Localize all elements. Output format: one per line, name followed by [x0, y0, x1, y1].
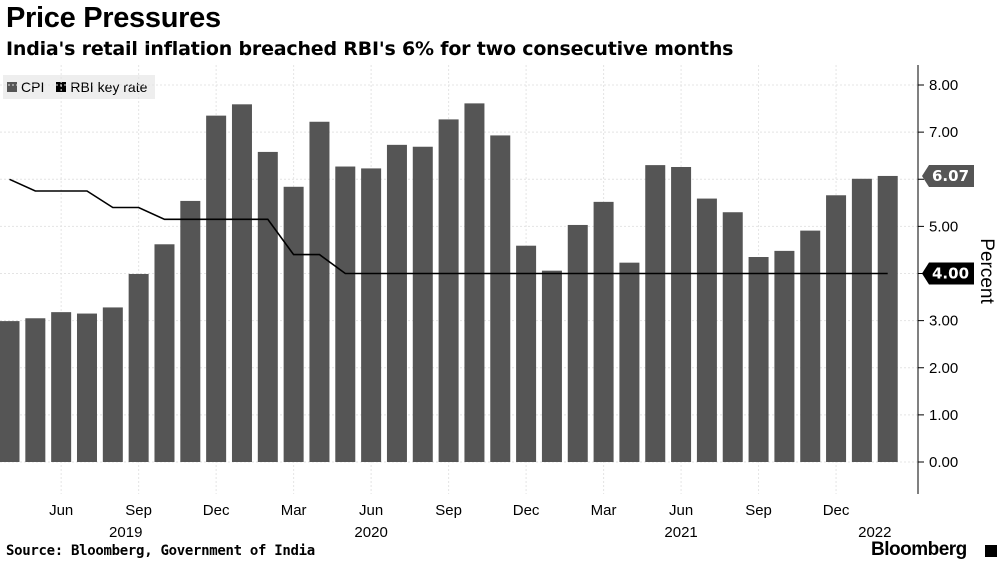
bar-cpi-9 — [231, 104, 252, 462]
bar-cpi-4 — [102, 307, 123, 462]
x-year-label-1: 2020 — [354, 524, 387, 541]
bar-cpi-28 — [722, 212, 743, 462]
bar-cpi-0 — [0, 321, 20, 462]
bar-cpi-17 — [438, 119, 459, 463]
legend-label-rbi-rate: RBI key rate — [70, 79, 148, 95]
x-tick-label-5: Sep — [435, 502, 462, 519]
x-tick-label-7: Mar — [591, 502, 617, 519]
bar-cpi-29 — [748, 257, 769, 462]
bar-cpi-14 — [361, 168, 382, 462]
value-tag-0 — [922, 164, 974, 187]
value-tag-label-1: 4.00 — [932, 265, 969, 283]
y-axis-title: Percent — [976, 238, 997, 304]
brand-logo: Bloomberg — [871, 539, 967, 560]
x-year-label-0: 2019 — [109, 524, 142, 541]
bar-cpi-21 — [541, 270, 562, 462]
bar-cpi-22 — [567, 224, 588, 462]
legend-swatch-cpi — [7, 82, 17, 92]
x-tick-label-8: Jun — [669, 502, 693, 519]
bar-cpi-6 — [154, 244, 175, 462]
brand-mark-icon — [985, 545, 997, 557]
bar-cpi-1 — [25, 318, 46, 462]
x-tick-label-3: Mar — [281, 502, 307, 519]
bar-layer — [0, 103, 898, 463]
bar-cpi-19 — [490, 135, 511, 462]
bar-cpi-10 — [257, 151, 278, 463]
bar-cpi-26 — [671, 166, 692, 462]
x-tick-label-0: Jun — [49, 502, 73, 519]
x-tick-label-6: Dec — [513, 502, 540, 519]
chart-title: Price Pressures — [6, 2, 221, 34]
bar-cpi-12 — [309, 121, 330, 462]
legend-label-cpi: CPI — [21, 79, 45, 95]
value-tag-1 — [922, 262, 974, 285]
bar-cpi-30 — [774, 250, 795, 462]
bar-cpi-15 — [386, 144, 407, 462]
line-rbi-rate — [9, 178, 888, 275]
value-tag-label-0: 6.07 — [932, 167, 969, 185]
bar-cpi-25 — [645, 165, 666, 463]
legend-item-cpi: CPI — [7, 79, 44, 95]
bar-cpi-8 — [206, 115, 227, 462]
bar-cpi-18 — [464, 103, 485, 462]
y-tick-label-3: 3.00 — [929, 313, 958, 330]
x-tick-label-4: Jun — [359, 502, 383, 519]
y-tick-label-1: 1.00 — [929, 407, 958, 424]
bar-cpi-11 — [283, 186, 304, 463]
bar-cpi-33 — [851, 178, 872, 462]
y-tick-label-8: 8.00 — [929, 77, 958, 94]
source-note: Source: Bloomberg, Government of India — [6, 543, 315, 559]
bar-cpi-3 — [76, 313, 97, 462]
x-tick-label-2: Dec — [203, 502, 230, 519]
bar-cpi-13 — [335, 166, 356, 462]
x-tick-label-9: Sep — [745, 502, 772, 519]
bar-cpi-7 — [180, 200, 201, 463]
x-year-label-2: 2021 — [664, 524, 697, 541]
y-tick-label-5: 5.00 — [929, 218, 958, 235]
bar-cpi-24 — [619, 262, 640, 462]
bar-cpi-16 — [412, 146, 433, 462]
line-layer — [9, 178, 888, 275]
bar-cpi-20 — [516, 245, 537, 462]
x-tick-label-1: Sep — [125, 502, 152, 519]
y-tick-label-2: 2.00 — [929, 360, 958, 377]
bar-cpi-27 — [696, 198, 717, 463]
tag-layer: 6.07 4.00 — [922, 164, 974, 285]
x-year-label-3: 2022 — [858, 524, 891, 541]
bar-cpi-5 — [128, 273, 149, 462]
bar-cpi-32 — [826, 195, 847, 462]
bar-cpi-23 — [593, 201, 614, 462]
chart-subtitle: India's retail inflation breached RBI's … — [6, 38, 734, 60]
y-tick-label-7: 7.00 — [929, 124, 958, 141]
bar-cpi-31 — [800, 230, 821, 462]
x-tick-label-10: Dec — [823, 502, 850, 519]
bar-cpi-34 — [877, 175, 898, 463]
bar-cpi-2 — [51, 312, 72, 462]
y-tick-label-0: 0.00 — [929, 454, 958, 471]
